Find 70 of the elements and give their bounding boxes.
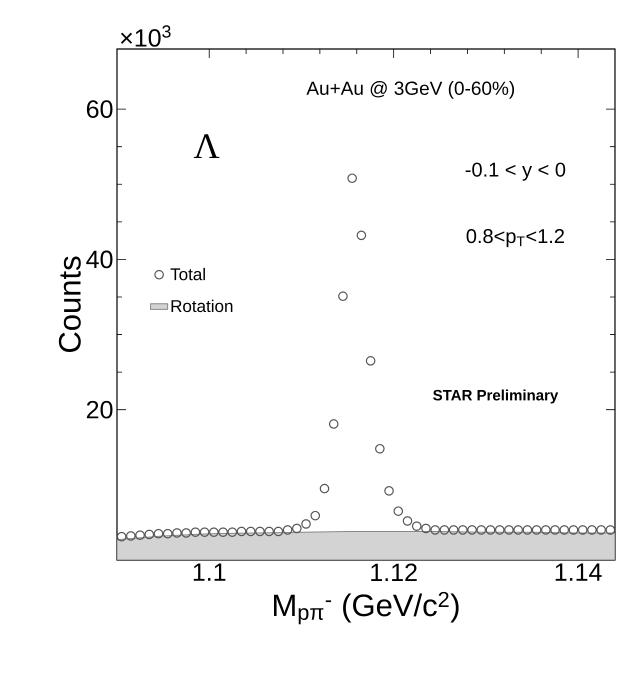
point bbox=[255, 526, 265, 536]
point bbox=[274, 526, 284, 536]
annotation: STAR Preliminary bbox=[433, 389, 558, 404]
point bbox=[578, 525, 588, 535]
text: ×10$^{3}$ bbox=[120, 25, 171, 47]
annotation: Au+Au @ 3GeV (0-60%) bbox=[306, 81, 514, 99]
point bbox=[467, 525, 477, 535]
point bbox=[162, 528, 173, 538]
x-tick-label: 1.12 bbox=[371, 564, 417, 581]
annotation: 0.8<p$_{T}$<1.2 bbox=[466, 229, 564, 248]
legend-label: Total bbox=[170, 268, 205, 280]
y-axis-title: Counts bbox=[58, 256, 81, 352]
point bbox=[504, 525, 514, 535]
point bbox=[366, 356, 376, 366]
point bbox=[448, 525, 458, 535]
point bbox=[532, 525, 542, 535]
point bbox=[430, 525, 440, 535]
point bbox=[190, 527, 200, 537]
point bbox=[412, 521, 422, 531]
point bbox=[338, 291, 348, 302]
x-tick-label: 1.1 bbox=[194, 564, 226, 581]
x-tick-label: 1.14 bbox=[556, 564, 602, 581]
point bbox=[218, 527, 228, 537]
point bbox=[486, 525, 496, 535]
point bbox=[200, 527, 210, 537]
y-tick-label: 20 bbox=[86, 400, 112, 419]
point bbox=[292, 524, 302, 534]
annotation: Λ bbox=[194, 134, 220, 158]
point bbox=[513, 525, 523, 535]
point bbox=[246, 526, 256, 536]
point bbox=[126, 531, 136, 541]
point bbox=[559, 525, 570, 535]
legend-label: Rotation bbox=[172, 300, 232, 312]
y-tick-label: 40 bbox=[86, 250, 112, 268]
point bbox=[282, 525, 292, 535]
point bbox=[154, 528, 164, 538]
point bbox=[458, 525, 468, 535]
y-tick-label: 60 bbox=[86, 100, 112, 118]
point bbox=[541, 525, 551, 535]
point bbox=[310, 510, 320, 520]
point bbox=[522, 525, 532, 535]
point bbox=[421, 524, 431, 534]
point bbox=[596, 525, 606, 535]
point bbox=[135, 530, 145, 540]
point bbox=[172, 528, 182, 538]
point bbox=[550, 525, 560, 535]
point bbox=[227, 527, 238, 537]
point bbox=[144, 530, 154, 540]
point bbox=[568, 525, 578, 535]
point bbox=[236, 526, 246, 536]
point bbox=[264, 526, 274, 536]
point bbox=[181, 528, 191, 538]
point bbox=[587, 525, 597, 535]
point bbox=[328, 419, 339, 429]
point bbox=[301, 519, 311, 529]
point bbox=[476, 525, 486, 535]
point bbox=[384, 486, 394, 496]
point bbox=[375, 444, 385, 454]
point bbox=[393, 506, 404, 516]
point bbox=[356, 230, 366, 240]
point bbox=[320, 484, 330, 494]
annotation: -0.1 < y < 0 bbox=[466, 162, 566, 181]
point bbox=[494, 525, 505, 535]
x-axis-title: M$_{pπ}$$^{-}$ (GeV/c$^{2}$) bbox=[274, 592, 459, 624]
point bbox=[440, 525, 450, 535]
point bbox=[209, 527, 219, 537]
point bbox=[606, 525, 616, 535]
point bbox=[347, 173, 357, 184]
point bbox=[402, 516, 412, 526]
point bbox=[116, 532, 126, 542]
